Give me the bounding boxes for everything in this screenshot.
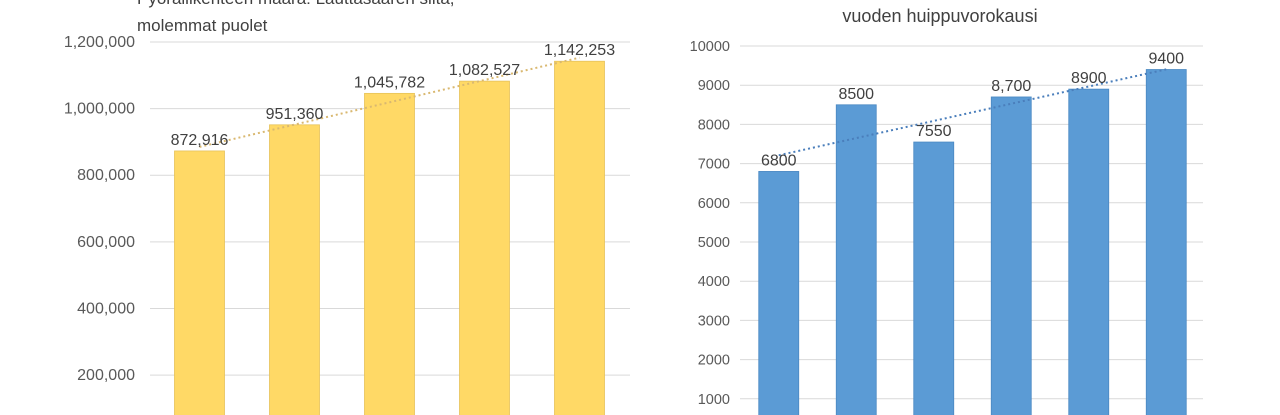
y-tick-label: 4000 bbox=[698, 274, 730, 290]
data-label: 8500 bbox=[838, 86, 874, 103]
y-tick-label: 400,000 bbox=[77, 300, 135, 317]
bar bbox=[758, 171, 800, 415]
data-label: 9400 bbox=[1148, 51, 1184, 68]
data-label: 7550 bbox=[916, 123, 952, 140]
bar bbox=[835, 104, 877, 415]
y-tick-label: 5000 bbox=[698, 235, 730, 251]
bar bbox=[269, 124, 320, 415]
y-tick-label: 1000 bbox=[698, 392, 730, 408]
y-tick-label: 200,000 bbox=[77, 367, 135, 384]
chart-title-line: molemmat puolet bbox=[137, 16, 268, 35]
y-tick-label: 7000 bbox=[698, 157, 730, 173]
y-tick-label: 10000 bbox=[690, 39, 730, 55]
bar bbox=[990, 96, 1032, 415]
y-tick-label: 8000 bbox=[698, 117, 730, 133]
y-tick-label: 600,000 bbox=[77, 234, 135, 251]
data-label: 872,916 bbox=[171, 132, 229, 149]
bar bbox=[913, 141, 955, 415]
bar bbox=[364, 92, 415, 415]
data-label: 8,700 bbox=[991, 78, 1031, 95]
chart-1: Pyöräliikenteen määrä: Lauttasaaren silt… bbox=[64, 0, 630, 415]
data-label: 1,082,527 bbox=[449, 62, 520, 79]
data-label: 1,142,253 bbox=[544, 42, 615, 59]
bar bbox=[459, 80, 510, 415]
y-tick-label: 3000 bbox=[698, 313, 730, 329]
y-tick-label: 1,200,000 bbox=[64, 34, 135, 51]
data-label: 1,045,782 bbox=[354, 74, 425, 91]
data-label: 6800 bbox=[761, 152, 797, 169]
data-label: 951,360 bbox=[266, 106, 324, 123]
bar bbox=[554, 60, 605, 415]
chart-title-line: vuoden huippuvorokausi bbox=[842, 6, 1037, 26]
chart-title-line: Pyöräliikenteen määrä: Lauttasaaren silt… bbox=[137, 0, 455, 8]
bar bbox=[174, 150, 225, 415]
y-tick-label: 2000 bbox=[698, 353, 730, 369]
y-tick-label: 9000 bbox=[698, 78, 730, 94]
y-tick-label: 6000 bbox=[698, 196, 730, 212]
trendline bbox=[778, 68, 1167, 157]
y-tick-label: 800,000 bbox=[77, 167, 135, 184]
bar bbox=[1145, 69, 1187, 415]
data-label: 8900 bbox=[1071, 70, 1107, 87]
trendline bbox=[199, 56, 580, 148]
y-tick-label: 1,000,000 bbox=[64, 101, 135, 118]
bar bbox=[1068, 88, 1110, 415]
chart-2: vuoden huippuvorokausi 1000 2000 3000 4000 50… bbox=[690, 6, 1203, 415]
